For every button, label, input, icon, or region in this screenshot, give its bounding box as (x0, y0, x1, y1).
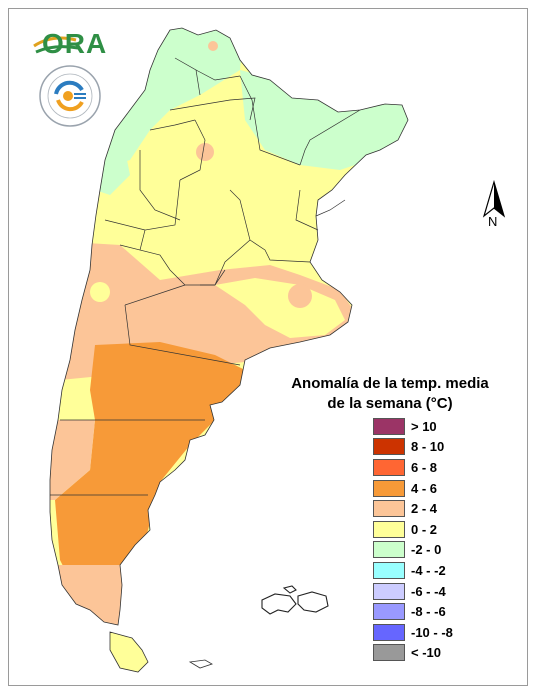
ora-swoosh-icon (33, 36, 79, 54)
legend-label: < -10 (411, 645, 441, 661)
legend-swatch (373, 438, 405, 456)
legend-label: > 10 (411, 418, 437, 434)
legend-swatch (373, 479, 405, 497)
malvinas-islands (261, 585, 329, 615)
legend-swatch (373, 541, 405, 559)
legend-item: 2 - 4 (373, 498, 453, 519)
legend-item: -4 - -2 (373, 560, 453, 581)
legend-label: 2 - 4 (411, 501, 438, 517)
legend-item: < -10 (373, 643, 453, 664)
legend-swatch (373, 458, 405, 476)
legend: > 10 8 - 10 6 - 8 4 - 6 2 - 4 0 - 2 -2 - 0 -4 -… (373, 416, 453, 663)
legend-item: > 10 (373, 416, 453, 437)
legend-swatch (373, 561, 405, 579)
north-label: N (488, 214, 498, 229)
legend-item: 8 - 10 (373, 437, 453, 458)
legend-swatch (373, 623, 405, 641)
ora-logo: ORA (32, 26, 112, 62)
legend-label: -8 - -6 (411, 604, 446, 620)
legend-title-line2: de la semana (°C) (327, 395, 453, 412)
legend-label: -4 - -2 (411, 562, 446, 578)
legend-item: 4 - 6 (373, 478, 453, 499)
legend-swatch (373, 644, 405, 662)
legend-label: -10 - -8 (411, 624, 453, 640)
tierra-del-fuego (109, 631, 149, 673)
legend-title: Anomalía de la temp. media de la semana … (290, 374, 490, 414)
legend-item: -6 - -4 (373, 581, 453, 602)
legend-swatch (373, 520, 405, 538)
isla-de-los-estados (188, 659, 213, 669)
legend-swatch (373, 582, 405, 600)
legend-label: 8 - 10 (411, 439, 445, 455)
legend-label: 4 - 6 (411, 480, 438, 496)
legend-label: -6 - -4 (411, 583, 446, 599)
legend-swatch (373, 500, 405, 518)
legend-item: -10 - -8 (373, 622, 453, 643)
legend-item: 0 - 2 (373, 519, 453, 540)
legend-item: 6 - 8 (373, 457, 453, 478)
legend-swatch (373, 603, 405, 621)
legend-label: 0 - 2 (411, 521, 438, 537)
legend-label: 6 - 8 (411, 459, 438, 475)
ora-logo-text: ORA (42, 28, 108, 59)
north-arrow-icon (482, 179, 506, 218)
province-borders (50, 57, 361, 496)
legend-swatch (373, 417, 405, 435)
smn-seal-icon (39, 65, 101, 127)
legend-title-line1: Anomalía de la temp. media (291, 375, 489, 392)
legend-item: -8 - -6 (373, 601, 453, 622)
legend-item: -2 - 0 (373, 540, 453, 561)
legend-label: -2 - 0 (411, 542, 442, 558)
